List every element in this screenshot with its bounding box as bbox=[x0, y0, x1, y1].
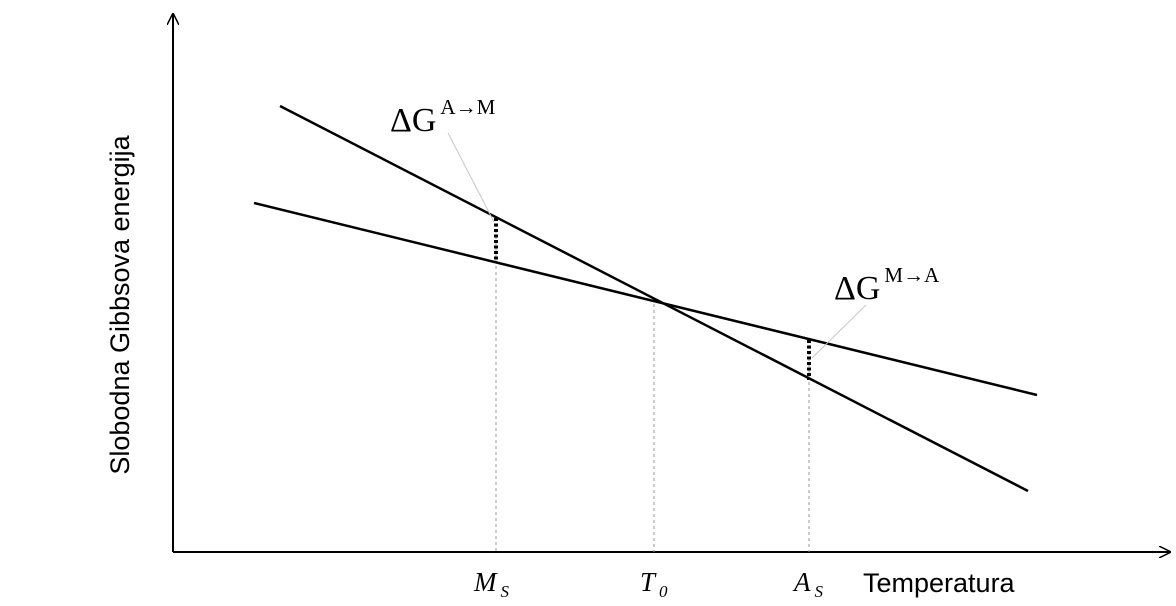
tick-label-t0: T 0 bbox=[640, 567, 668, 601]
tick-label-as: A S bbox=[792, 567, 824, 601]
x-axis-title: Temperatura bbox=[863, 568, 1016, 598]
austenite-energy-line bbox=[253, 201, 1038, 397]
y-axis-title: Slobodna Gibbsova energija bbox=[105, 134, 135, 474]
delta-g-m-to-a-label: ΔG M→A bbox=[834, 263, 940, 307]
leader-line-a-to-m bbox=[447, 132, 495, 223]
leader-line-m-to-a bbox=[811, 304, 867, 359]
delta-g-a-to-m-label: ΔG A→M bbox=[390, 95, 496, 139]
tick-label-ms: M S bbox=[473, 567, 510, 601]
martensite-energy-line bbox=[279, 104, 1029, 493]
